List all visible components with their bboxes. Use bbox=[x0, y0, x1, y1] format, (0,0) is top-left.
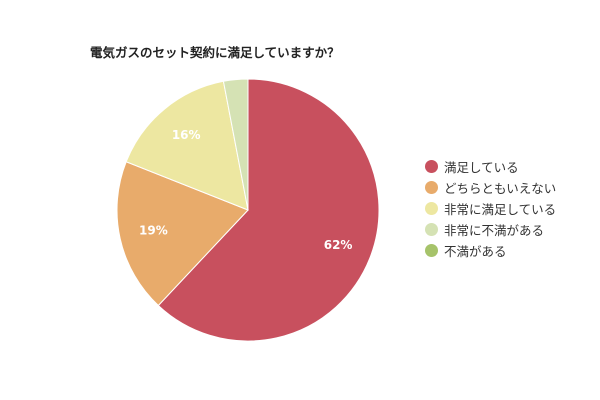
pie-slice[interactable] bbox=[222, 78, 249, 211]
data-label: 19% bbox=[139, 224, 168, 238]
data-label: 62% bbox=[324, 238, 353, 252]
pie-slice[interactable] bbox=[157, 78, 380, 342]
legend-item[interactable]: 非常に不満がある bbox=[425, 219, 556, 240]
legend-label: 非常に不満がある bbox=[444, 223, 545, 238]
legend-item[interactable]: 不満がある bbox=[425, 240, 556, 261]
legend-swatch bbox=[425, 223, 438, 236]
legend-item[interactable]: 満足している bbox=[425, 156, 556, 177]
legend-swatch bbox=[425, 160, 438, 173]
legend-label: 満足している bbox=[444, 160, 519, 175]
pie-slice[interactable] bbox=[125, 80, 249, 211]
legend-label: どちらともいえない bbox=[444, 181, 557, 196]
data-label: 16% bbox=[172, 128, 201, 142]
chart-title: 電気ガスのセット契約に満足していますか？ bbox=[90, 45, 340, 60]
legend-swatch bbox=[425, 181, 438, 194]
pie-slice[interactable] bbox=[116, 161, 249, 307]
legend-label: 不満がある bbox=[444, 244, 507, 259]
legend-swatch bbox=[425, 202, 438, 215]
legend-item[interactable]: どちらともいえない bbox=[425, 177, 556, 198]
legend-swatch bbox=[425, 244, 438, 257]
legend-label: 非常に満足している bbox=[444, 202, 557, 217]
legend: 満足している どちらともいえない 非常に満足している 非常に不満がある 不満があ… bbox=[425, 156, 556, 261]
legend-item[interactable]: 非常に満足している bbox=[425, 198, 556, 219]
